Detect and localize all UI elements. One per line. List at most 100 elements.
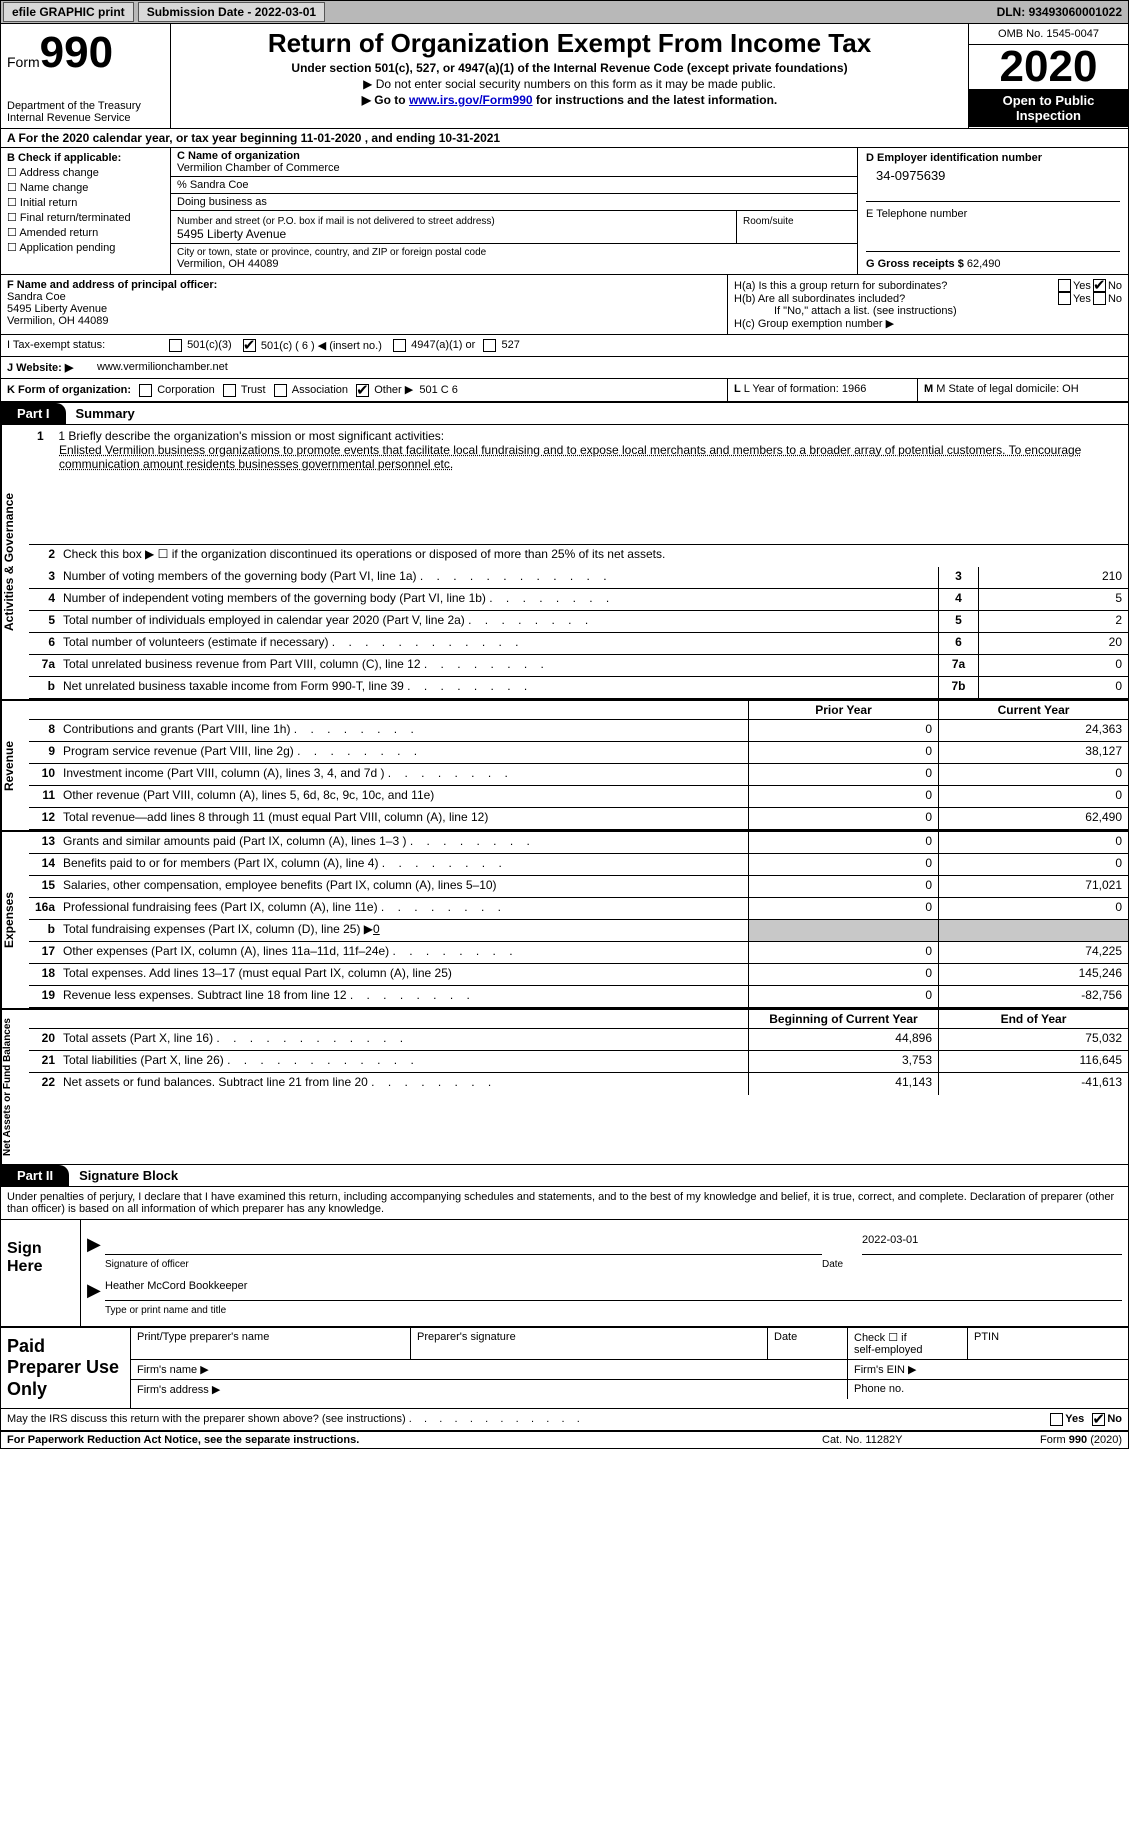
line-11-curr: 0 [938,786,1128,807]
line-10-desc: Investment income (Part VIII, column (A)… [59,764,748,785]
row-fh: F Name and address of principal officer:… [1,275,1128,335]
chk-501c3[interactable] [169,339,182,352]
efile-print-button[interactable]: efile GRAPHIC print [3,2,134,22]
h-b-yes[interactable] [1058,292,1071,305]
part2-title: Signature Block [69,1168,178,1183]
tax-status-label: I Tax-exempt status: [7,339,167,352]
chk-name-change[interactable]: ☐ Name change [7,181,164,194]
officer-signature-field[interactable] [105,1234,822,1255]
room-label: Room/suite [743,216,794,227]
header-center: Return of Organization Exempt From Incom… [171,24,968,128]
org-name-label: C Name of organization [177,150,300,162]
note-link: ▶ Go to www.irs.gov/Form990 for instruct… [177,93,962,107]
chk-4947[interactable] [393,339,406,352]
chk-other[interactable] [356,384,369,397]
section-f: F Name and address of principal officer:… [1,275,728,334]
firm-ein-label: Firm's EIN ▶ [848,1360,1128,1379]
tax-year: 2020 [969,45,1128,89]
activities-governance: Activities & Governance 1 1 Briefly desc… [1,425,1128,701]
mission-block: 1 1 Briefly describe the organization's … [29,425,1128,545]
section-c: C Name of organization Vermilion Chamber… [171,148,858,274]
sign-block: Sign Here ▶ 2022-03-01 Signature of offi… [1,1220,1128,1328]
topbar: efile GRAPHIC print Submission Date - 20… [0,0,1129,24]
form-footer: Form 990 (2020) [972,1434,1122,1446]
chk-501c[interactable] [243,339,256,352]
line-12-curr: 62,490 [938,808,1128,829]
line-18-curr: 145,246 [938,964,1128,985]
website-label: J Website: ▶ [7,361,97,374]
mission-text: Enlisted Vermilion business organization… [59,443,1081,471]
chk-assoc[interactable] [274,384,287,397]
dept-treasury: Department of the Treasury [7,100,164,112]
line-20-begin: 44,896 [748,1029,938,1050]
year-formation: L L Year of formation: 1966 [728,379,918,401]
line-22-end: -41,613 [938,1073,1128,1095]
line-21-end: 116,645 [938,1051,1128,1072]
prep-name-label: Print/Type preparer's name [131,1328,411,1359]
line-6-val: 20 [978,633,1128,654]
line-17-curr: 74,225 [938,942,1128,963]
vtab-revenue: Revenue [1,701,29,830]
part2-header: Part II Signature Block [1,1165,1128,1187]
submission-date-button[interactable]: Submission Date - 2022-03-01 [138,2,325,22]
chk-final-return[interactable]: ☐ Final return/terminated [7,211,164,224]
line-18-desc: Total expenses. Add lines 13–17 (must eq… [59,964,748,985]
h-a-no[interactable] [1093,279,1106,292]
chk-corp[interactable] [139,384,152,397]
part1-header: Part I Summary [1,403,1128,425]
sig-name-label: Type or print name and title [87,1305,1122,1316]
prep-ptin-label: PTIN [968,1328,1128,1359]
chk-trust[interactable] [223,384,236,397]
irs-link[interactable]: www.irs.gov/Form990 [409,93,533,107]
sig-intro: Under penalties of perjury, I declare th… [1,1187,1128,1220]
form-org-label: K Form of organization: [7,384,131,396]
chk-address-change[interactable]: ☐ Address change [7,166,164,179]
part2-tab: Part II [1,1165,69,1186]
line-14-curr: 0 [938,854,1128,875]
row-website: J Website: ▶ www.vermilionchamber.net [1,357,1128,379]
line-14-desc: Benefits paid to or for members (Part IX… [59,854,748,875]
city-state-zip: Vermilion, OH 44089 [177,258,279,270]
chk-527[interactable] [483,339,496,352]
discuss-no[interactable] [1092,1413,1105,1426]
line-21-desc: Total liabilities (Part X, line 26) [59,1051,748,1072]
form-header: Form990 Department of the Treasury Inter… [1,24,1128,129]
h-b-no[interactable] [1093,292,1106,305]
part1-title: Summary [66,406,135,421]
firm-name-label: Firm's name ▶ [131,1360,848,1379]
h-b-label: H(b) Are all subordinates included? [734,293,1056,305]
line-10-prior: 0 [748,764,938,785]
irs: Internal Revenue Service [7,112,164,124]
form-title: Return of Organization Exempt From Incom… [177,28,962,59]
cat-no: Cat. No. 11282Y [822,1434,972,1446]
line-19-prior: 0 [748,986,938,1007]
line-9-desc: Program service revenue (Part VIII, line… [59,742,748,763]
h-a-yes[interactable] [1058,279,1071,292]
phone-label: E Telephone number [866,208,967,220]
vtab-expenses: Expenses [1,832,29,1008]
section-b-label: B Check if applicable: [7,152,121,164]
line-19-desc: Revenue less expenses. Subtract line 18 … [59,986,748,1007]
line-16b-prior [748,920,938,941]
paperwork-notice: For Paperwork Reduction Act Notice, see … [7,1434,822,1446]
line-17-prior: 0 [748,942,938,963]
h-c-label: H(c) Group exemption number ▶ [734,317,1122,330]
line-15-curr: 71,021 [938,876,1128,897]
preparer-block: Paid Preparer Use Only Print/Type prepar… [1,1328,1128,1410]
officer-addr: 5495 Liberty Avenue [7,303,107,315]
net-assets-section: Net Assets or Fund Balances Beginning of… [1,1010,1128,1165]
care-of: % Sandra Coe [171,177,857,194]
line-15-desc: Salaries, other compensation, employee b… [59,876,748,897]
org-name: Vermilion Chamber of Commerce [177,162,340,174]
line-16b-curr [938,920,1128,941]
chk-initial-return[interactable]: ☐ Initial return [7,196,164,209]
chk-application-pending[interactable]: ☐ Application pending [7,241,164,254]
mission-label: 1 Briefly describe the organization's mi… [58,429,444,443]
line-13-curr: 0 [938,832,1128,853]
expenses-section: Expenses 13Grants and similar amounts pa… [1,832,1128,1010]
chk-amended-return[interactable]: ☐ Amended return [7,226,164,239]
line-22-desc: Net assets or fund balances. Subtract li… [59,1073,748,1095]
discuss-yes[interactable] [1050,1413,1063,1426]
prep-sig-label: Preparer's signature [411,1328,768,1359]
line-16a-desc: Professional fundraising fees (Part IX, … [59,898,748,919]
